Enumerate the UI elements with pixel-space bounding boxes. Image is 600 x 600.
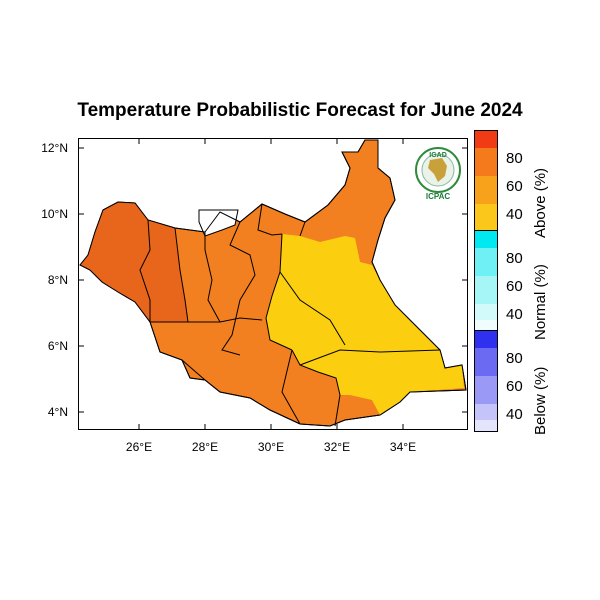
normal-swatch-4 <box>474 304 498 320</box>
below-label: Below (%) <box>532 366 549 435</box>
map-title: Temperature Probabilistic Forecast for J… <box>77 100 523 121</box>
lon-label-26e: 26°E <box>125 440 153 454</box>
icpac-logo-text: ICPAC <box>425 192 451 201</box>
axis-ticks <box>78 138 468 430</box>
below-tick-60: 60 <box>506 378 523 395</box>
lat-label-6n: 6°N <box>47 339 68 353</box>
above-label: Above (%) <box>532 167 549 238</box>
below-swatch-3 <box>474 376 498 404</box>
normal-swatch-1 <box>474 230 498 248</box>
below-swatch-1 <box>474 330 498 348</box>
lon-label-32e: 32°E <box>323 440 351 454</box>
above-tick-40: 40 <box>506 206 523 223</box>
lon-label-30e: 30°E <box>257 440 285 454</box>
normal-swatch-2 <box>474 248 498 276</box>
above-swatch-3 <box>474 176 498 204</box>
lon-label-34e: 34°E <box>389 440 417 454</box>
below-swatch-5 <box>474 420 498 432</box>
lat-label-12n: 12°N <box>41 141 68 155</box>
icpac-logo: IGAD ICPAC <box>414 146 462 202</box>
svg-text:IGAD: IGAD <box>429 152 447 159</box>
above-swatch-4 <box>474 204 498 232</box>
normal-tick-80: 80 <box>506 250 523 267</box>
below-swatch-2 <box>474 348 498 376</box>
normal-tick-40: 40 <box>506 306 523 323</box>
lat-label-4n: 4°N <box>47 405 68 419</box>
igad-emblem-icon: IGAD <box>415 147 461 193</box>
below-tick-80: 80 <box>506 350 523 367</box>
map-frame <box>78 138 468 430</box>
above-swatch-2 <box>474 148 498 176</box>
normal-swatch-3 <box>474 276 498 304</box>
above-tick-60: 60 <box>506 178 523 195</box>
lat-label-8n: 8°N <box>47 273 68 287</box>
west-dark-region <box>81 202 188 322</box>
lon-label-28e: 28°E <box>191 440 219 454</box>
above-swatch-1 <box>474 130 498 148</box>
below-tick-40: 40 <box>506 406 523 423</box>
normal-tick-60: 60 <box>506 278 523 295</box>
normal-label: Normal (%) <box>532 264 549 340</box>
below-swatch-4 <box>474 404 498 420</box>
yellow-region <box>266 234 464 415</box>
above-tick-80: 80 <box>506 150 523 167</box>
internal-boundaries <box>139 203 441 427</box>
lat-label-10n: 10°N <box>41 207 68 221</box>
